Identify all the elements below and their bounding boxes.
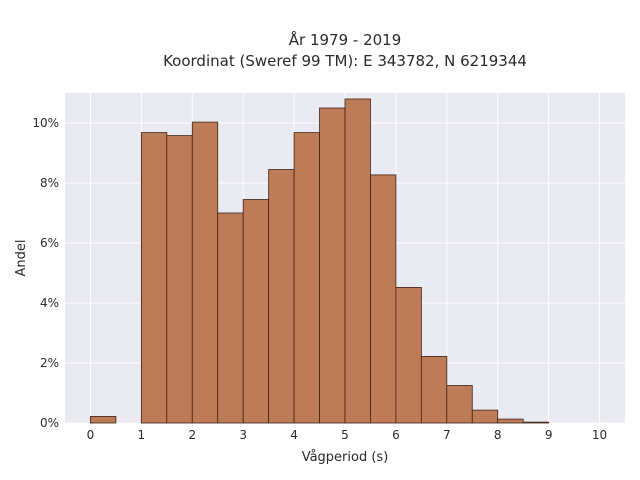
y-axis-ticks: 0% 2% 4% 6% 8% 10% (32, 116, 59, 430)
histogram-bar (191, 121, 219, 424)
x-tick-label: 5 (341, 428, 349, 442)
histogram-bar (268, 169, 295, 424)
chart-title-line-2: Koordinat (Sweref 99 TM): E 343782, N 62… (163, 52, 527, 70)
y-tick-label: 4% (40, 296, 59, 310)
x-tick-label: 10 (592, 428, 607, 442)
x-tick-label: 8 (494, 428, 502, 442)
y-tick-label: 8% (40, 176, 59, 190)
x-tick-label: 7 (443, 428, 451, 442)
histogram-bar (293, 132, 320, 424)
histogram-bar (217, 212, 244, 424)
y-tick-label: 2% (40, 356, 59, 370)
histogram-bar (242, 199, 270, 424)
histogram-bar (370, 174, 397, 424)
histogram-bar (522, 421, 550, 424)
histogram-bar (344, 98, 371, 424)
chart-title-line-1: År 1979 - 2019 (289, 30, 402, 49)
histogram-bar (446, 385, 473, 424)
histogram-bar (319, 107, 346, 424)
x-tick-label: 4 (290, 428, 298, 442)
y-axis-label: Andel (14, 240, 29, 277)
histogram-bar (166, 135, 193, 424)
histogram-bar (471, 409, 499, 424)
y-tick-label: 10% (32, 116, 59, 130)
x-axis-label: Vågperiod (s) (302, 450, 389, 465)
histogram-bars (90, 98, 550, 424)
x-tick-label: 3 (239, 428, 247, 442)
x-axis-ticks: 0 1 2 3 4 5 6 7 8 9 10 (87, 428, 608, 442)
x-tick-label: 0 (87, 428, 95, 442)
histogram-bar (395, 286, 422, 424)
y-tick-label: 6% (40, 236, 59, 250)
y-tick-label: 0% (40, 416, 59, 430)
x-tick-label: 6 (392, 428, 400, 442)
histogram-bar (497, 418, 524, 424)
histogram-bar (420, 355, 448, 424)
x-tick-label: 2 (188, 428, 196, 442)
x-tick-label: 1 (138, 428, 146, 442)
x-tick-label: 9 (545, 428, 553, 442)
histogram-bar (90, 415, 117, 424)
histogram-bar (140, 132, 168, 424)
